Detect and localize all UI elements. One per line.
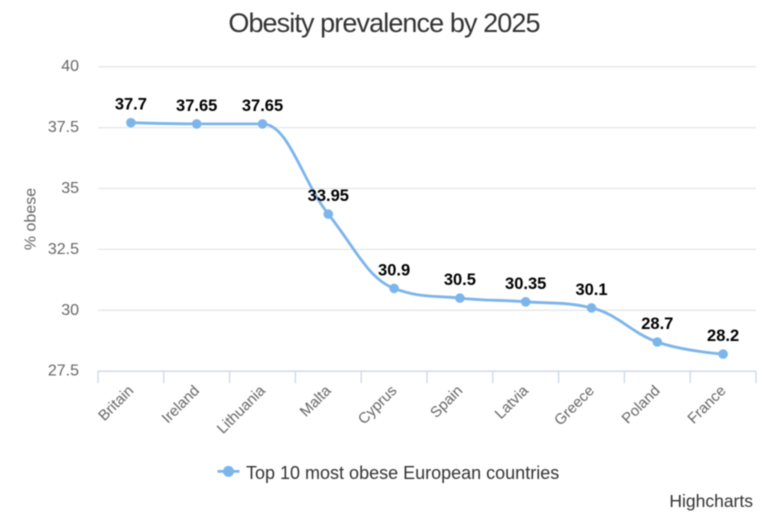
svg-text:% obese: % obese bbox=[23, 188, 40, 250]
svg-text:30.9: 30.9 bbox=[378, 261, 410, 279]
svg-text:37.65: 37.65 bbox=[176, 97, 217, 115]
svg-text:37.5: 37.5 bbox=[48, 119, 79, 136]
svg-text:Obesity prevalence by 2025: Obesity prevalence by 2025 bbox=[228, 8, 539, 38]
svg-text:28.7: 28.7 bbox=[641, 315, 673, 333]
svg-text:40: 40 bbox=[61, 58, 79, 75]
svg-text:30.35: 30.35 bbox=[505, 275, 546, 293]
svg-text:30.5: 30.5 bbox=[444, 271, 476, 289]
svg-text:30: 30 bbox=[61, 302, 79, 319]
svg-text:Top 10 most obese European cou: Top 10 most obese European countries bbox=[246, 463, 559, 483]
svg-text:32.5: 32.5 bbox=[48, 241, 79, 258]
svg-text:Highcharts: Highcharts bbox=[669, 491, 753, 511]
svg-text:30.1: 30.1 bbox=[575, 281, 607, 299]
svg-text:27.5: 27.5 bbox=[48, 363, 79, 380]
svg-text:33.95: 33.95 bbox=[308, 187, 349, 205]
svg-text:28.2: 28.2 bbox=[707, 327, 739, 345]
svg-text:37.7: 37.7 bbox=[115, 96, 147, 114]
svg-text:35: 35 bbox=[61, 180, 79, 197]
svg-text:37.65: 37.65 bbox=[242, 97, 283, 115]
